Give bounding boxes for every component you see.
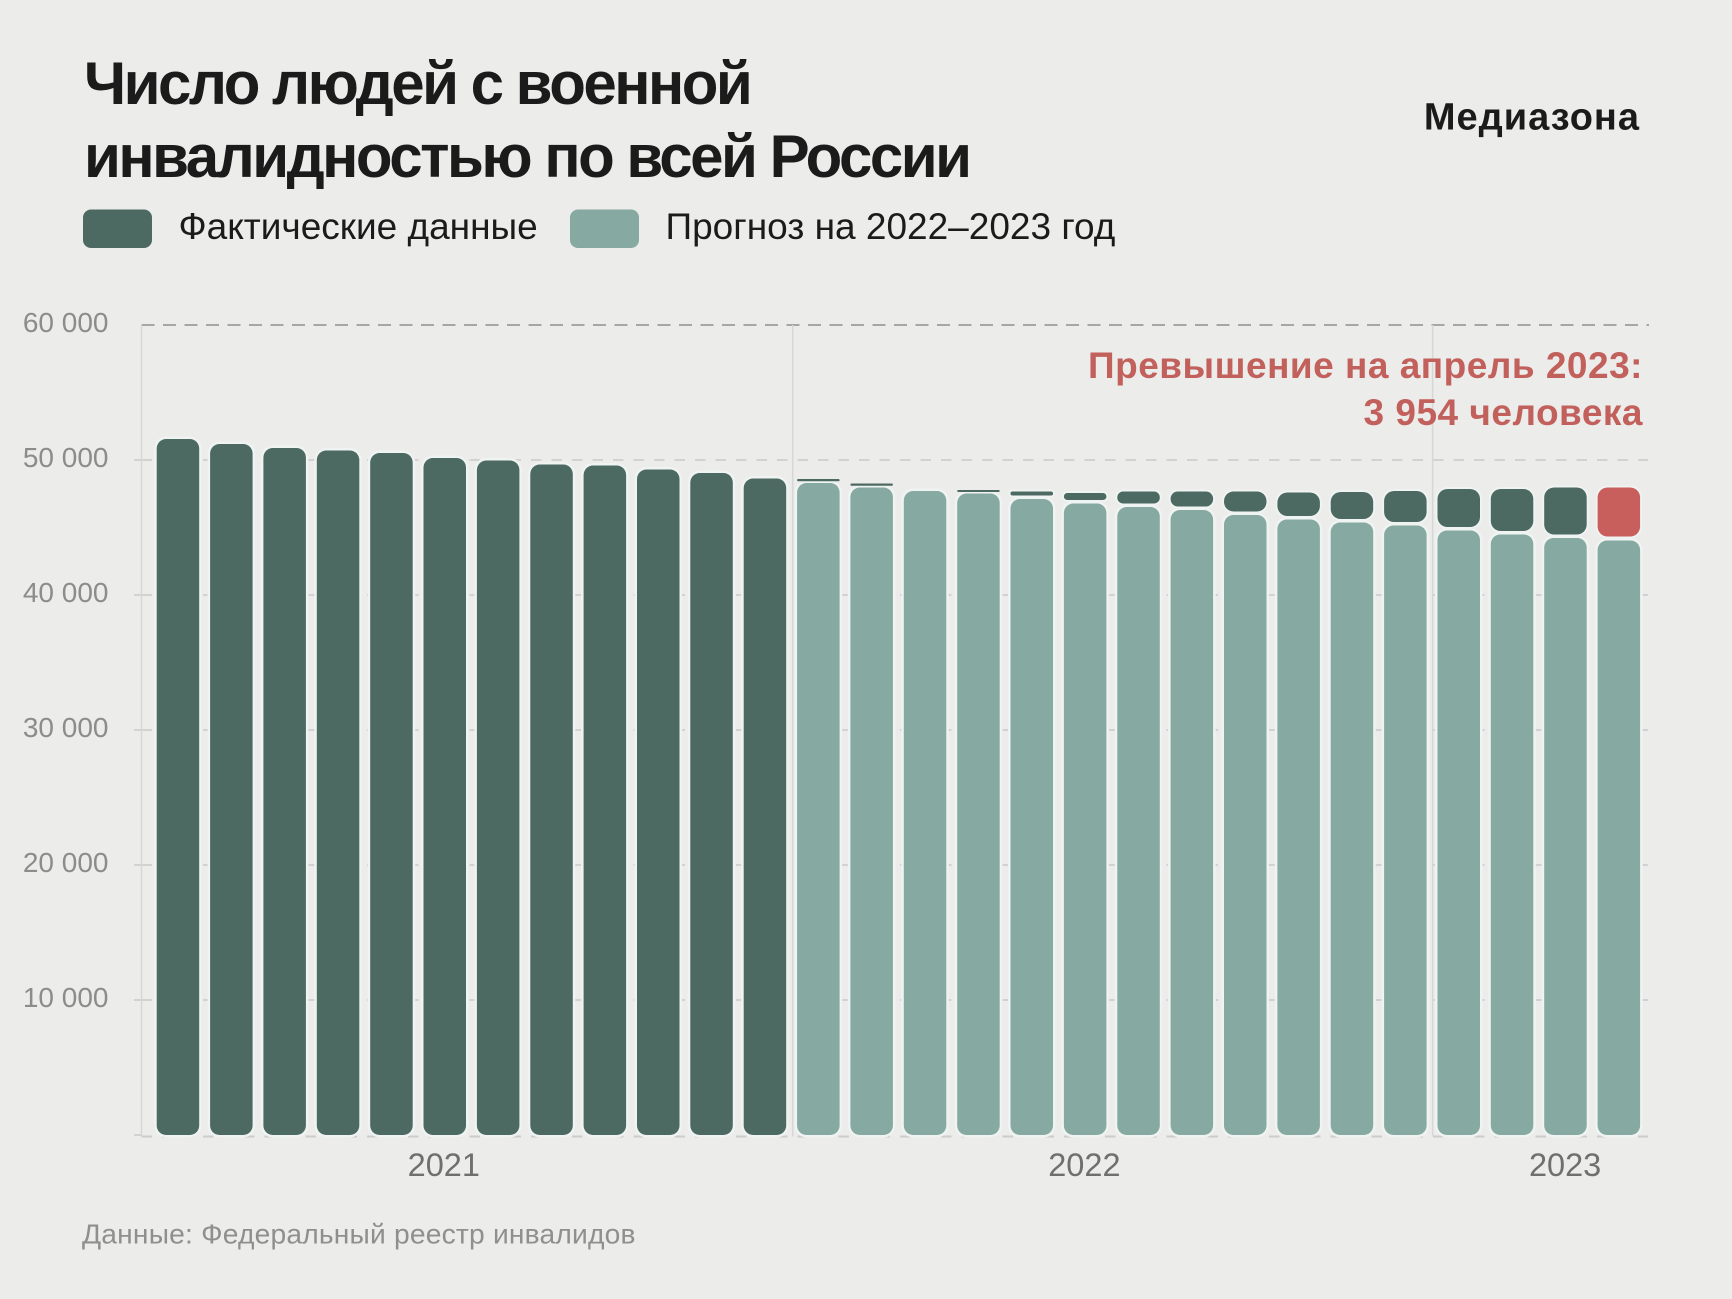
svg-text:Число людей с военной: Число людей с военной bbox=[84, 50, 750, 117]
svg-text:2023: 2023 bbox=[1529, 1147, 1601, 1183]
svg-text:Превышение на апрель 2023:: Превышение на апрель 2023: bbox=[1088, 345, 1643, 386]
svg-text:3 954 человека: 3 954 человека bbox=[1364, 392, 1643, 433]
svg-text:2021: 2021 bbox=[408, 1147, 480, 1183]
svg-text:20 000: 20 000 bbox=[23, 847, 109, 878]
svg-text:2022: 2022 bbox=[1048, 1147, 1120, 1183]
svg-text:50 000: 50 000 bbox=[23, 442, 109, 473]
svg-text:Данные: Федеральный реестр инв: Данные: Федеральный реестр инвалидов bbox=[82, 1218, 636, 1250]
svg-text:Медиазона: Медиазона bbox=[1424, 97, 1640, 139]
svg-text:Прогноз на 2022–2023 год: Прогноз на 2022–2023 год bbox=[666, 206, 1116, 247]
svg-text:30 000: 30 000 bbox=[23, 712, 109, 743]
svg-text:60 000: 60 000 bbox=[23, 307, 109, 338]
svg-text:инвалидностью по всей России: инвалидностью по всей России bbox=[84, 123, 969, 190]
svg-text:Фактические данные: Фактические данные bbox=[179, 206, 538, 247]
svg-text:10 000: 10 000 bbox=[23, 982, 109, 1013]
svg-text:40 000: 40 000 bbox=[23, 577, 109, 608]
